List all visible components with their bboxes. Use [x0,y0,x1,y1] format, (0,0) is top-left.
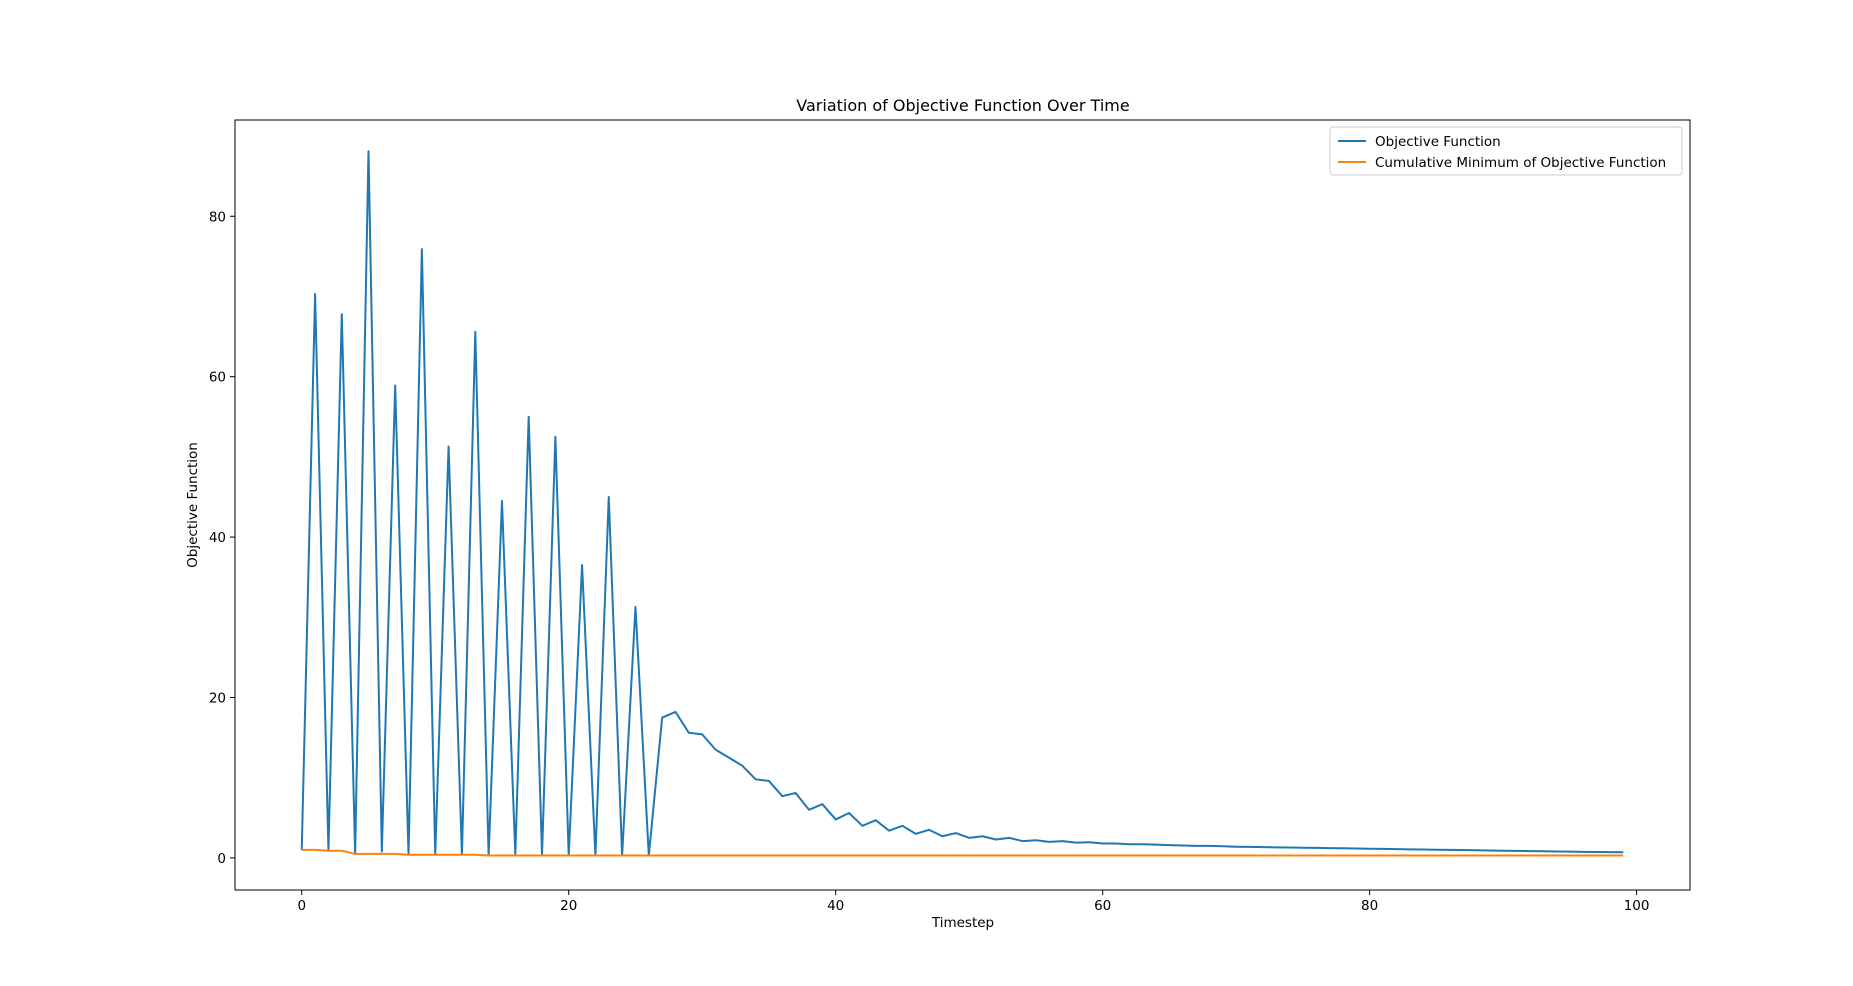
y-tick-label: 0 [217,851,226,867]
legend-box [1329,126,1683,176]
y-axis-label: Objective Function [185,442,201,568]
series-line-2 [301,848,1624,857]
x-axis-label: Timestep [931,915,994,931]
y-tick-label: 40 [209,530,226,546]
y-tick-label: 80 [209,209,226,225]
x-tick-label: 40 [827,898,844,914]
chart-title: Variation of Objective Function Over Tim… [796,96,1129,115]
x-tick-label: 100 [1624,898,1650,914]
x-tick-label: 80 [1361,898,1378,914]
x-tick-label: 60 [1094,898,1111,914]
series-line-1 [300,150,1624,857]
y-axis: 0 20 40 60 80 [209,209,235,867]
y-tick-label: 60 [209,370,226,386]
y-tick-label: 20 [209,691,226,707]
legend: Objective Function Cumulative Minimum of … [1329,126,1683,176]
x-axis: 0 20 40 60 80 100 [297,890,1649,914]
plot-lines [300,150,1624,857]
plot-area-frame [234,119,1691,891]
x-tick-label: 20 [560,898,577,914]
x-tick-label: 0 [297,898,306,914]
legend-label-1: Objective Function [1375,134,1501,150]
legend-label-2: Cumulative Minimum of Objective Function [1375,155,1666,171]
